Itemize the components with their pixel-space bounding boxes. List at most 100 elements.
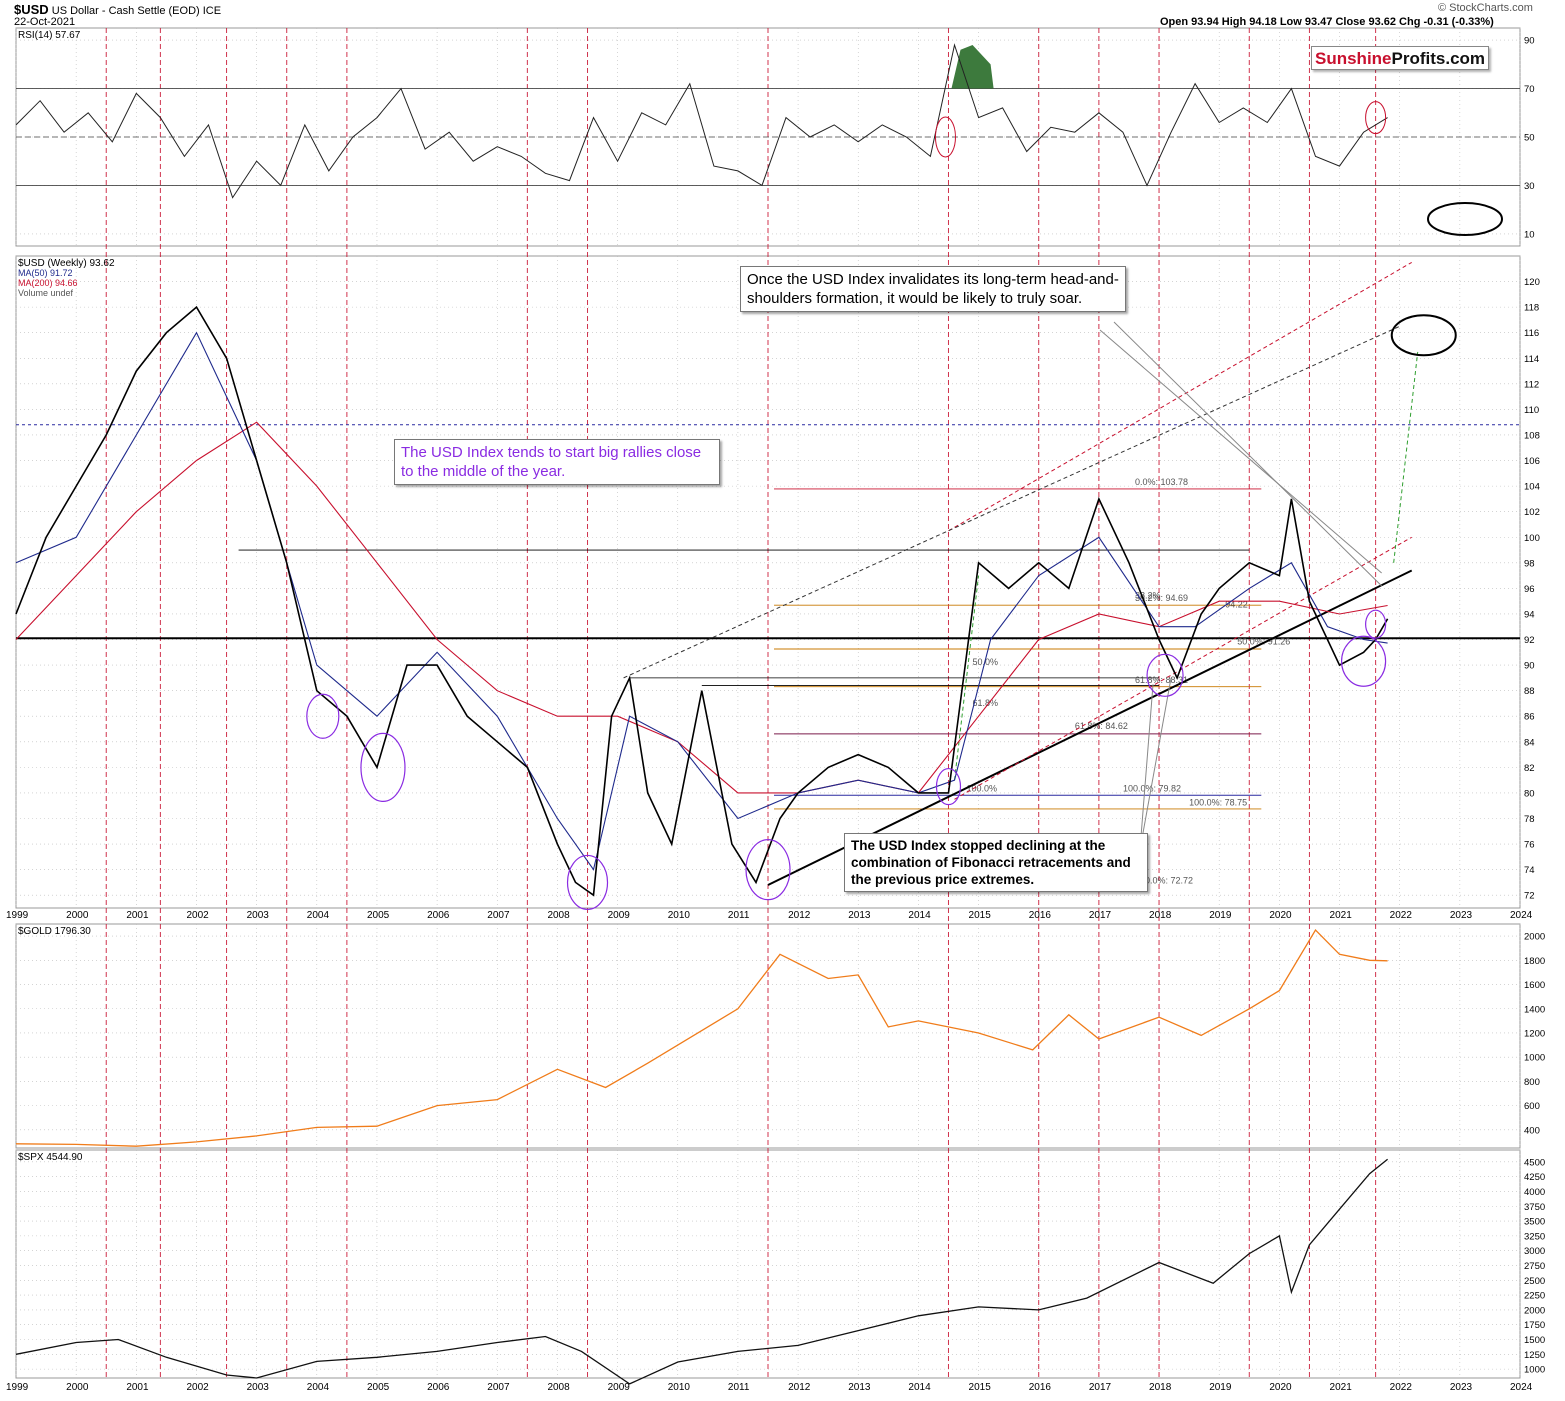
usd-tick-label: 102 [1524, 507, 1540, 518]
gold-tick-label: 600 [1524, 1101, 1540, 1112]
x-tick-label: 2008 [547, 1382, 570, 1393]
usd-legend-ma50: MA(50) 91.72 [18, 268, 73, 278]
chart-title: $USD US Dollar - Cash Settle (EOD) ICE [14, 2, 221, 17]
x-tick-label: 2014 [908, 910, 931, 921]
gold-tick-label: 1600 [1524, 980, 1545, 991]
x-tick-label: 2016 [1029, 910, 1052, 921]
x-tick-label: 2018 [1149, 910, 1172, 921]
usd-tick-label: 78 [1524, 814, 1535, 825]
gold-tick-label: 1400 [1524, 1004, 1545, 1015]
x-tick-label: 2019 [1209, 1382, 1232, 1393]
channel-line [954, 536, 1412, 800]
symbol-name: US Dollar - Cash Settle (EOD) ICE [51, 5, 222, 17]
low-highlight [360, 732, 406, 802]
x-tick-label: 2000 [66, 910, 89, 921]
x-tick-label: 2018 [1149, 1382, 1172, 1393]
x-tick-label: 2024 [1510, 1382, 1533, 1393]
usd-tick-label: 76 [1524, 840, 1535, 851]
rsi-tick-label: 90 [1524, 36, 1535, 47]
spx-tick-label: 4250 [1524, 1172, 1545, 1183]
fib-label: 61.8%: 84.62 [1075, 721, 1128, 731]
ohlc-readout: Open 93.94 High 94.18 Low 93.47 Close 93… [1160, 16, 1494, 28]
x-tick-label: 1999 [6, 1382, 29, 1393]
x-tick-label: 2009 [608, 1382, 631, 1393]
callout-pointer [1138, 677, 1172, 856]
x-tick-label: 2022 [1390, 1382, 1413, 1393]
spx-tick-label: 4500 [1524, 1157, 1545, 1168]
spx-tick-label: 2750 [1524, 1261, 1545, 1272]
gold-tick-label: 1200 [1524, 1028, 1545, 1039]
x-tick-label: 2007 [487, 1382, 510, 1393]
rsi-highlight [1365, 101, 1387, 135]
chart-date: 22-Oct-2021 [14, 16, 76, 28]
x-tick-label: 2001 [126, 1382, 149, 1393]
gold-line [15, 929, 1388, 1147]
projection-line [953, 575, 980, 781]
spx-tick-label: 2250 [1524, 1291, 1545, 1302]
rsi-line [15, 43, 1388, 199]
x-tick-label: 2003 [247, 910, 270, 921]
fib-label: 50.0%: 91.26 [1237, 637, 1290, 647]
gold-tick-label: 1000 [1524, 1053, 1545, 1064]
gold-legend: $GOLD 1796.30 [18, 926, 91, 937]
fib-label: 0.0%: 103.78 [1135, 477, 1188, 487]
usd-tick-label: 86 [1524, 712, 1535, 723]
callout-pointer [1113, 321, 1382, 587]
spx-line [15, 1158, 1389, 1385]
gold-tick-label: 400 [1524, 1125, 1540, 1136]
x-tick-label: 2017 [1089, 1382, 1112, 1393]
usd-tick-label: 104 [1524, 482, 1540, 493]
x-tick-label: 2020 [1269, 1382, 1292, 1393]
spx-tick-label: 3750 [1524, 1202, 1545, 1213]
callout-pointer [1138, 684, 1154, 863]
fib-label: 100.0% [967, 784, 998, 794]
usd-legend-ma200: MA(200) 94.66 [18, 278, 78, 288]
x-tick-label: 2001 [126, 910, 149, 921]
usd-tick-label: 114 [1524, 354, 1539, 365]
rsi-tick-label: 50 [1524, 133, 1535, 144]
usd-tick-label: 84 [1524, 737, 1535, 748]
x-tick-label: 2020 [1269, 910, 1292, 921]
x-tick-label: 2014 [908, 1382, 931, 1393]
low-highlight [745, 839, 791, 901]
usd-tick-label: 98 [1524, 558, 1535, 569]
x-tick-label: 2006 [427, 1382, 450, 1393]
spx-tick-label: 3250 [1524, 1231, 1545, 1242]
fib-label: 38.2% [1135, 591, 1161, 601]
channel-line-upper [948, 261, 1412, 532]
fib-label: 61.8% [973, 698, 999, 708]
x-tick-label: 2009 [608, 910, 631, 921]
usd-tick-label: 118 [1524, 303, 1539, 314]
usd-tick-label: 88 [1524, 686, 1535, 697]
usd-price-line [15, 305, 1389, 897]
spx-tick-label: 3000 [1524, 1246, 1545, 1257]
x-tick-label: 2016 [1029, 1382, 1052, 1393]
fib-label: 94.22 [1225, 600, 1248, 610]
spx-tick-label: 1000 [1524, 1365, 1545, 1376]
x-tick-label: 1999 [6, 910, 29, 921]
x-tick-label: 2000 [66, 1382, 89, 1393]
callout-pointer [1099, 329, 1382, 574]
usd-legend-price: $USD (Weekly) 93.62 [18, 258, 115, 269]
x-tick-label: 2015 [969, 910, 992, 921]
low-highlight [1365, 609, 1387, 639]
usd-tick-label: 112 [1524, 379, 1539, 390]
usd-tick-label: 92 [1524, 635, 1535, 646]
low-highlight [1146, 653, 1184, 697]
low-highlight [566, 854, 609, 911]
channel-line-black [623, 325, 1400, 679]
rsi-tick-label: 10 [1524, 229, 1535, 240]
usd-tick-label: 108 [1524, 430, 1540, 441]
usd-tick-label: 106 [1524, 456, 1540, 467]
symbol: $USD [14, 2, 49, 17]
target-ellipse [1390, 314, 1457, 357]
rsi-highlight [934, 116, 956, 158]
x-tick-label: 2004 [307, 1382, 330, 1393]
x-tick-label: 2010 [668, 1382, 691, 1393]
rsi-overbought-fill [951, 44, 994, 89]
fib-label: 38.2%: 94.69 [1135, 593, 1188, 603]
x-tick-label: 2021 [1330, 910, 1353, 921]
x-tick-label: 2004 [307, 910, 330, 921]
spx-legend: $SPX 4544.90 [18, 1152, 83, 1163]
